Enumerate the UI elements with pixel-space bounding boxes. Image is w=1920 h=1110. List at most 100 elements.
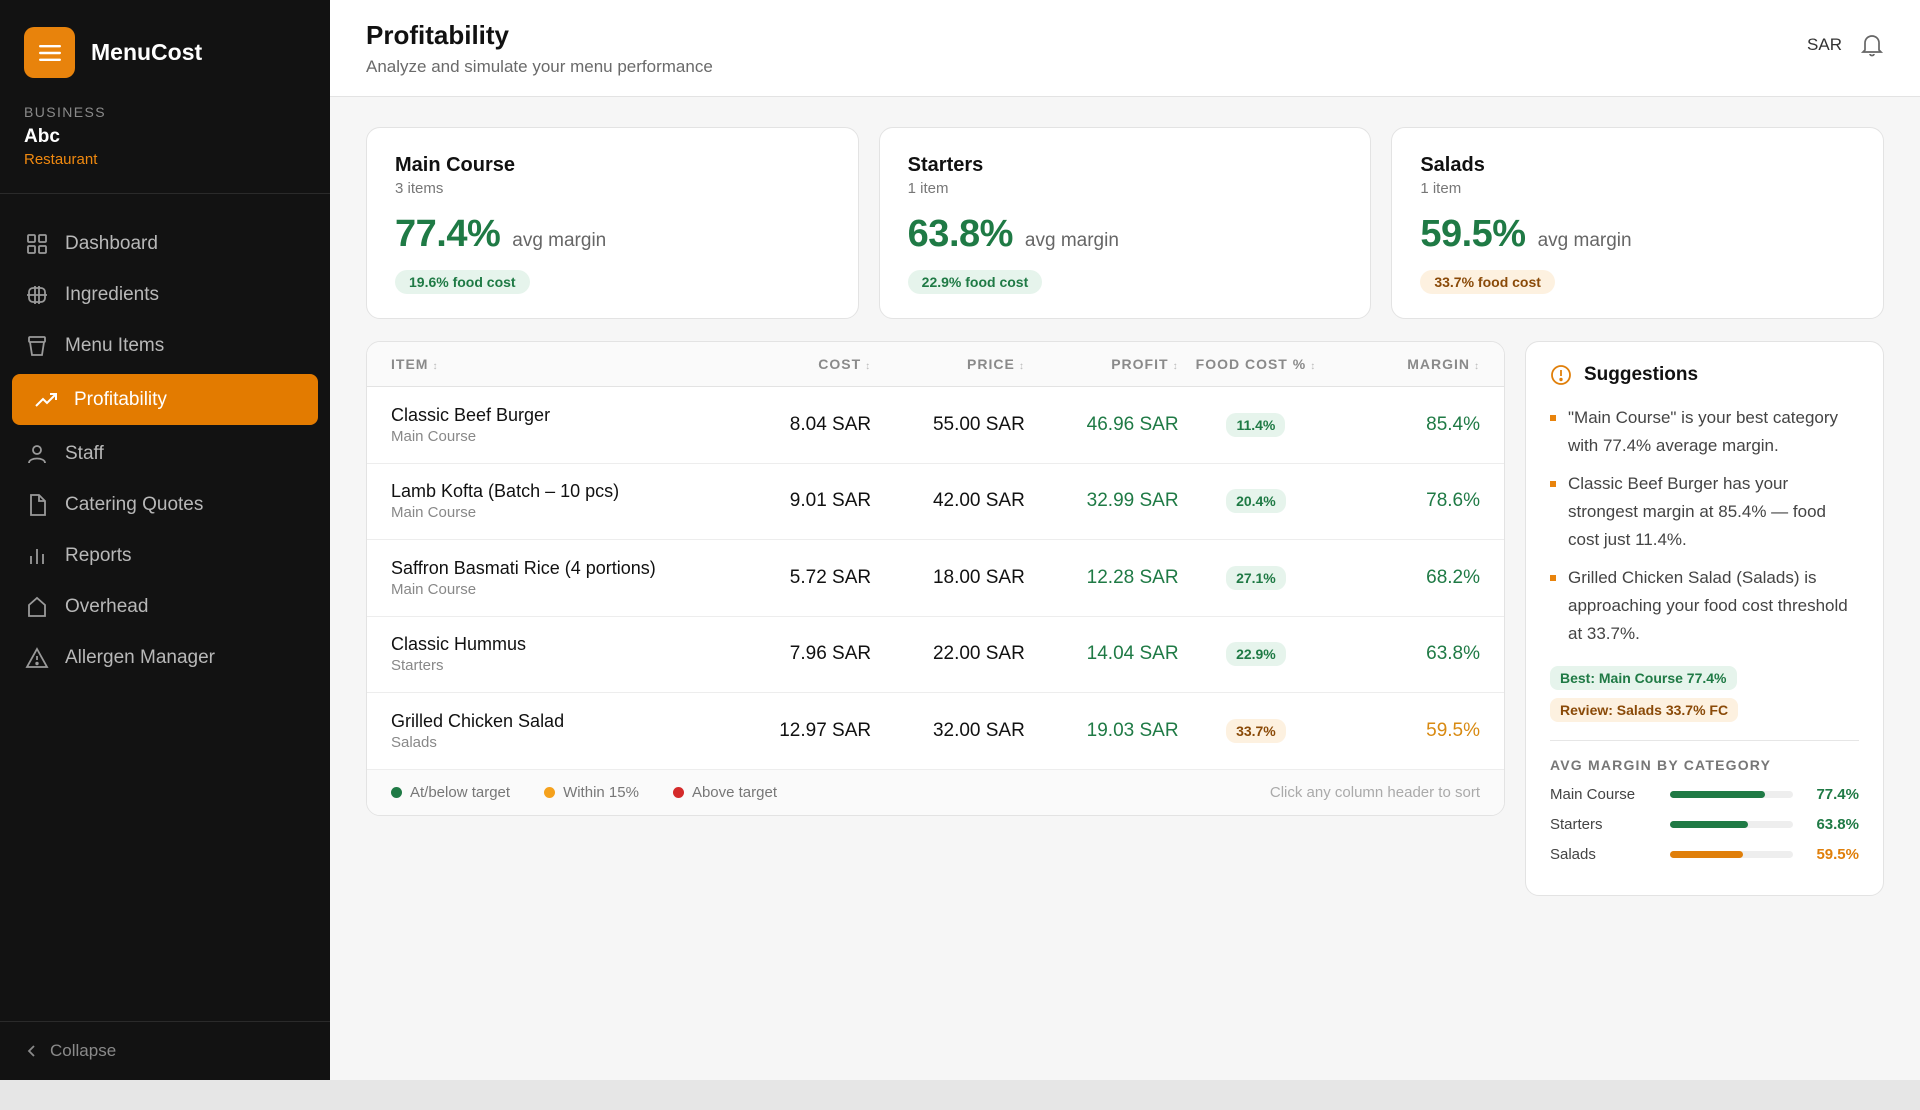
category-card[interactable]: Main Course 3 items 77.4% avg margin 19.… [366,127,859,319]
suggestions-list: "Main Course" is your best category with… [1550,404,1859,648]
item-margin: 59.5% [1426,719,1481,741]
green-dot-icon [391,786,402,798]
suggestion-item: Grilled Chicken Salad (Salads) is approa… [1550,564,1859,648]
margin-bar-track [1670,790,1793,798]
bar-chart-icon [30,548,44,564]
divider [1550,740,1859,741]
ingredients-icon [27,285,47,304]
sidebar-item-label: Allergen Manager [65,646,215,668]
item-cost: 9.01 SAR [789,490,872,512]
margin-bar-value: 63.8% [1816,815,1859,833]
brand: MenuCost [0,0,330,104]
sidebar-item-menu-items[interactable]: Menu Items [12,320,318,371]
item-price: 55.00 SAR [932,413,1025,435]
sort-icon: ↕ [1018,361,1025,372]
table-row[interactable]: Grilled Chicken Salad Salads 12.97 SAR 32… [367,693,1504,770]
column-header-cost[interactable]: COST ↕ [818,356,872,372]
category-card[interactable]: Starters 1 item 63.8% avg margin 22.9% f… [878,127,1372,319]
sidebar-item-profitability[interactable]: Profitability [12,374,318,425]
margin-bar-track [1670,850,1793,858]
item-profit: 12.28 SAR [1086,566,1179,588]
sidebar-item-label: Ingredients [65,283,160,305]
item-profit: 14.04 SAR [1086,643,1179,665]
margin-bar-label: Starters [1550,815,1603,833]
item-category: Main Course [391,504,477,522]
card-metric: 59.5% avg margin [1420,213,1855,256]
business-name: Abc [24,126,60,147]
sidebar-item-label: Catering Quotes [65,493,204,515]
item-cost: 8.04 SAR [789,413,872,435]
sidebar-item-label: Profitability [74,388,167,410]
sidebar: MenuCost BUSINESS Abc Restaurant Dashboa… [0,0,330,1080]
suggestion-item: "Main Course" is your best category with… [1550,404,1859,460]
card-margin-value: 77.4% [395,213,501,255]
column-header-item[interactable]: ITEM ↕ [391,356,439,372]
column-header-food-cost[interactable]: FOOD COST % ↕ [1195,356,1317,372]
card-metric: 77.4% avg margin [395,213,830,256]
sidebar-item-overhead[interactable]: Overhead [12,581,318,632]
home-icon [28,596,46,617]
currency-selector[interactable]: SAR [1807,35,1842,54]
item-category: Salads [391,733,437,751]
header: Profitability Analyze and simulate your … [330,0,1920,97]
bell-icon[interactable] [1860,32,1884,58]
lower-section: ITEM ↕ COST ↕ PRICE ↕ PROFIT ↕ FOOD COST % ↕ … [366,341,1884,896]
item-margin: 63.8% [1426,643,1481,665]
item-category: Main Course [391,427,477,445]
table-row[interactable]: Lamb Kofta (Batch – 10 pcs) Main Course 9… [367,464,1504,540]
card-count: 1 item [907,180,949,197]
card-count: 1 item [1420,180,1462,197]
menu-items-icon [28,335,46,356]
card-margin-label: avg margin [1537,230,1632,251]
margin-bar-fill [1670,820,1749,828]
card-metric: 63.8% avg margin [908,213,1343,256]
card-margin-label: avg margin [512,230,607,251]
chevron-left-icon [27,1045,35,1057]
item-price: 42.00 SAR [932,490,1025,512]
business-info: BUSINESS Abc Restaurant [0,104,330,194]
card-margin-label: avg margin [1024,230,1119,251]
item-cost: 12.97 SAR [779,719,872,741]
review-category-tag: Review: Salads 33.7% FC [1550,698,1739,722]
suggestion-item: Classic Beef Burger has your strongest m… [1550,470,1859,554]
legend-item-within-15: Within 15% [544,784,639,801]
table-row[interactable]: Saffron Basmati Rice (4 portions) Main Co… [367,540,1504,617]
item-name: Classic Hummus [391,634,527,655]
margin-bar-label: Main Course [1550,785,1636,803]
item-name: Saffron Basmati Rice (4 portions) [391,557,656,578]
item-margin: 78.6% [1426,490,1481,512]
item-name: Lamb Kofta (Batch – 10 pcs) [391,481,620,502]
table-row[interactable]: Classic Beef Burger Main Course 8.04 SAR … [367,387,1504,464]
sort-icon: ↕ [1310,361,1317,372]
sidebar-item-label: Reports [65,544,132,566]
sidebar-nav: Dashboard Ingredients Menu Items Profita… [0,194,330,683]
column-header-price[interactable]: PRICE ↕ [967,356,1025,372]
item-price: 32.00 SAR [932,719,1025,741]
margin-bar-fill [1670,790,1766,798]
column-header-margin[interactable]: MARGIN ↕ [1407,356,1481,372]
sidebar-item-dashboard[interactable]: Dashboard [12,218,318,269]
item-margin: 85.4% [1426,413,1481,435]
sort-icon: ↕ [865,361,872,372]
item-cost: 5.72 SAR [789,566,872,588]
table-row[interactable]: Classic Hummus Starters 7.96 SAR 22.00 SA… [367,617,1504,693]
margin-bar-row: Main Course 77.4% [1550,779,1859,809]
sidebar-item-allergen-manager[interactable]: Allergen Manager [12,632,318,683]
sidebar-item-reports[interactable]: Reports [12,530,318,581]
menu-icon[interactable] [24,27,75,78]
margin-bar-fill [1670,850,1744,858]
sidebar-item-ingredients[interactable]: Ingredients [12,269,318,320]
sort-icon: ↕ [1474,361,1481,372]
collapse-button[interactable]: Collapse [0,1021,330,1080]
food-cost-badge: 22.9% [1226,642,1286,667]
business-type: Restaurant [24,151,98,168]
item-cost: 7.96 SAR [789,643,872,665]
category-margin-bars: Main Course 77.4% Starters 63.8% Salads 59.5% [1550,779,1859,869]
category-card[interactable]: Salads 1 item 59.5% avg margin 33.7% foo… [1391,127,1885,319]
sidebar-item-catering-quotes[interactable]: Catering Quotes [12,479,318,530]
column-header-profit[interactable]: PROFIT ↕ [1111,356,1179,372]
sidebar-item-staff[interactable]: Staff [12,428,318,479]
food-cost-badge: 19.6% food cost [395,270,530,294]
margin-bar-row: Salads 59.5% [1550,839,1859,869]
food-cost-badge: 27.1% [1226,565,1286,590]
